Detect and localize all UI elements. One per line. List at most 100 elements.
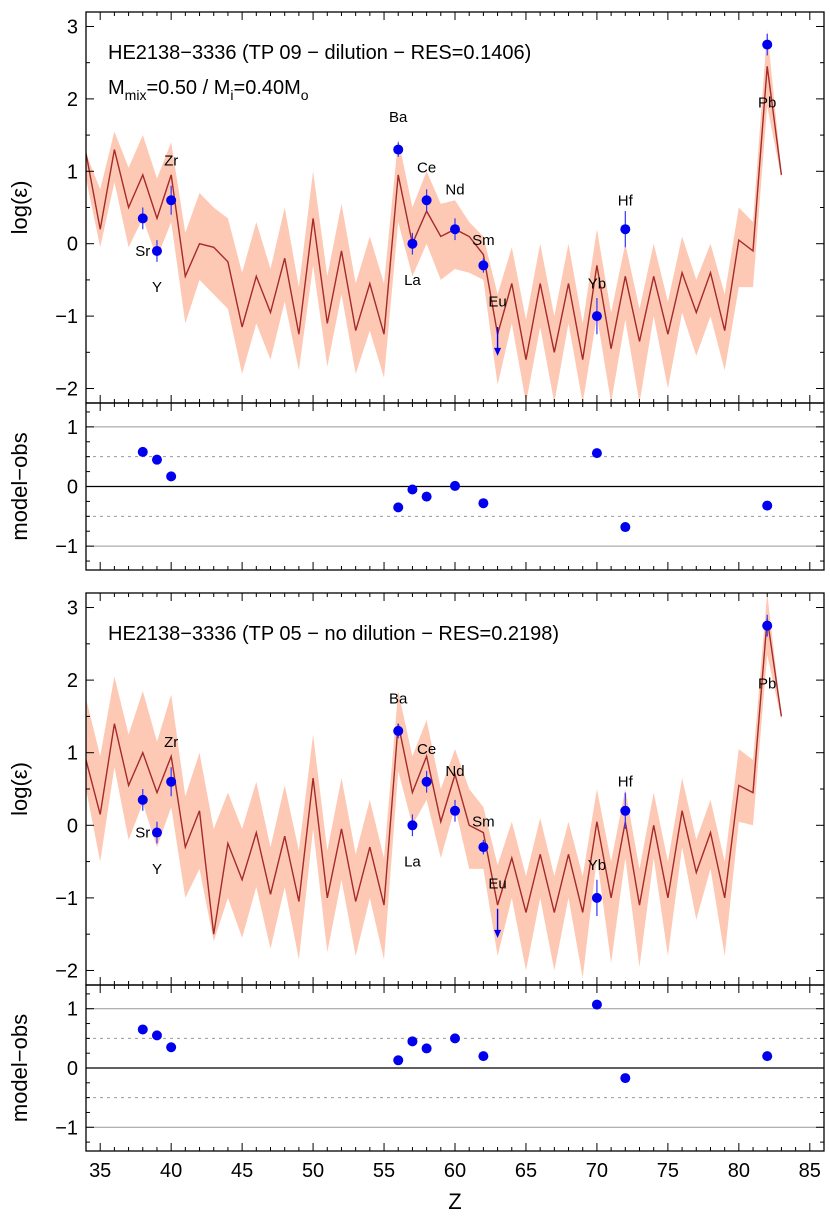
element-label-hf: Hf bbox=[618, 192, 634, 209]
element-label-pb: Pb bbox=[758, 95, 776, 112]
subtitle-part-a-sub: mix bbox=[125, 87, 147, 103]
obs-point-sr bbox=[137, 794, 148, 805]
element-label-pb: Pb bbox=[758, 676, 776, 693]
obs-point-ce bbox=[421, 195, 432, 206]
upper-limit-arrowhead-eu bbox=[494, 347, 502, 356]
obs-point-yb bbox=[591, 892, 602, 903]
model-line bbox=[86, 618, 783, 935]
panel-top-residual: −1 0 1 model−obs bbox=[7, 402, 825, 571]
y-tick-label: 3 bbox=[67, 598, 78, 620]
element-label-sr: Sr bbox=[135, 243, 150, 260]
residual-point-sm bbox=[478, 1051, 489, 1062]
element-label-y: Y bbox=[152, 861, 162, 878]
obs-point-hf bbox=[620, 224, 631, 235]
residual-point-pb bbox=[762, 1051, 773, 1062]
obs-point-sm bbox=[478, 260, 489, 271]
uncertainty-band bbox=[86, 593, 782, 978]
y-tick-label: 2 bbox=[67, 670, 78, 692]
x-tick-label: 45 bbox=[231, 1160, 253, 1182]
y-axis-title: model−obs bbox=[7, 1014, 32, 1122]
obs-point-y bbox=[151, 245, 162, 256]
y-axis-title: log(ε) bbox=[7, 181, 32, 235]
panel-title: HE2138−3336 (TP 05 − no dilution − RES=0… bbox=[108, 623, 559, 645]
plot-area bbox=[86, 426, 824, 547]
element-label-nd: Nd bbox=[445, 763, 464, 780]
element-label-zr: Zr bbox=[164, 734, 178, 751]
element-label-sm: Sm bbox=[472, 232, 495, 249]
plot-area bbox=[86, 999, 824, 1128]
residual-point-nd bbox=[450, 1033, 460, 1044]
residual-point-y bbox=[151, 454, 162, 465]
obs-point-la bbox=[407, 820, 418, 831]
panel-bottom-abundance: Sr Y Zr Ba La Ce Nd Sm Eu Yb Hf Pb HE2138−3336 (TP 0… bbox=[7, 592, 825, 986]
subtitle-part-c: =0.40M bbox=[234, 77, 301, 99]
element-label-eu: Eu bbox=[488, 294, 506, 311]
obs-point-ba bbox=[393, 144, 404, 155]
y-tick-label: −2 bbox=[55, 379, 78, 401]
obs-point-hf bbox=[620, 805, 631, 816]
residual-point-la bbox=[407, 484, 418, 495]
upper-limit-arrowhead-eu bbox=[494, 929, 502, 938]
element-label-ce: Ce bbox=[417, 160, 436, 177]
residual-point-ce bbox=[421, 491, 432, 502]
element-label-y: Y bbox=[152, 279, 162, 296]
element-label-hf: Hf bbox=[618, 774, 634, 791]
x-tick-label: 85 bbox=[799, 1160, 821, 1182]
element-label-ba: Ba bbox=[389, 109, 408, 126]
obs-point-ba bbox=[393, 725, 404, 736]
subtitle-part-c-sub: o bbox=[301, 87, 309, 103]
y-tick-label: 0 bbox=[67, 234, 78, 256]
y-tick-label: −1 bbox=[55, 536, 78, 558]
y-tick-label: 1 bbox=[67, 417, 78, 439]
y-tick-label: 3 bbox=[67, 16, 78, 38]
x-tick-label: 70 bbox=[586, 1160, 608, 1182]
obs-point-pb bbox=[762, 39, 773, 50]
y-tick-label: 1 bbox=[67, 161, 78, 183]
residual-point-sm bbox=[478, 498, 489, 509]
panel-title: HE2138−3336 (TP 09 − dilution − RES=0.14… bbox=[108, 42, 531, 64]
obs-point-ce bbox=[421, 776, 432, 787]
y-tick-label: 1 bbox=[67, 999, 78, 1021]
residual-point-hf bbox=[620, 522, 631, 533]
element-label-ce: Ce bbox=[417, 741, 436, 758]
element-label-yb: Yb bbox=[588, 276, 606, 293]
residual-point-y bbox=[151, 1030, 162, 1041]
x-tick-label: 40 bbox=[160, 1160, 182, 1182]
x-tick-label: 35 bbox=[89, 1160, 111, 1182]
obs-point-la bbox=[407, 238, 418, 249]
residual-point-sr bbox=[137, 1024, 148, 1035]
residual-point-sr bbox=[137, 446, 148, 457]
x-tick-label: 50 bbox=[302, 1160, 324, 1182]
y-tick-label: −2 bbox=[55, 960, 78, 982]
plot-area bbox=[86, 593, 783, 978]
y-tick-label: −1 bbox=[55, 888, 78, 910]
y-tick-label: 0 bbox=[67, 815, 78, 837]
element-label-zr: Zr bbox=[164, 152, 178, 169]
residual-point-yb bbox=[591, 448, 602, 459]
residual-point-ba bbox=[393, 1055, 404, 1066]
y-tick-label: 0 bbox=[67, 1058, 78, 1080]
obs-point-y bbox=[151, 827, 162, 838]
subtitle-part-a: M bbox=[108, 77, 125, 99]
y-tick-label: −1 bbox=[55, 1117, 78, 1139]
obs-point-nd bbox=[450, 224, 460, 235]
x-tick-label: 55 bbox=[373, 1160, 395, 1182]
y-tick-label: −1 bbox=[55, 306, 78, 328]
subtitle-part-b: =0.50 / M bbox=[146, 77, 230, 99]
obs-point-sr bbox=[137, 213, 148, 224]
element-label-sm: Sm bbox=[472, 814, 495, 831]
obs-point-zr bbox=[166, 776, 177, 787]
panel-subtitle: Mmix=0.50 / Mi=0.40Mo bbox=[108, 77, 309, 103]
y-tick-label: 2 bbox=[67, 89, 78, 111]
uncertainty-band bbox=[86, 30, 782, 403]
residual-point-zr bbox=[166, 471, 177, 482]
residual-point-yb bbox=[591, 999, 602, 1010]
element-label-la: La bbox=[404, 272, 421, 289]
obs-point-zr bbox=[166, 195, 177, 206]
obs-point-nd bbox=[450, 805, 460, 816]
y-tick-label: 0 bbox=[67, 477, 78, 499]
x-axis-title: Z bbox=[448, 1189, 461, 1214]
element-label-ba: Ba bbox=[389, 690, 408, 707]
